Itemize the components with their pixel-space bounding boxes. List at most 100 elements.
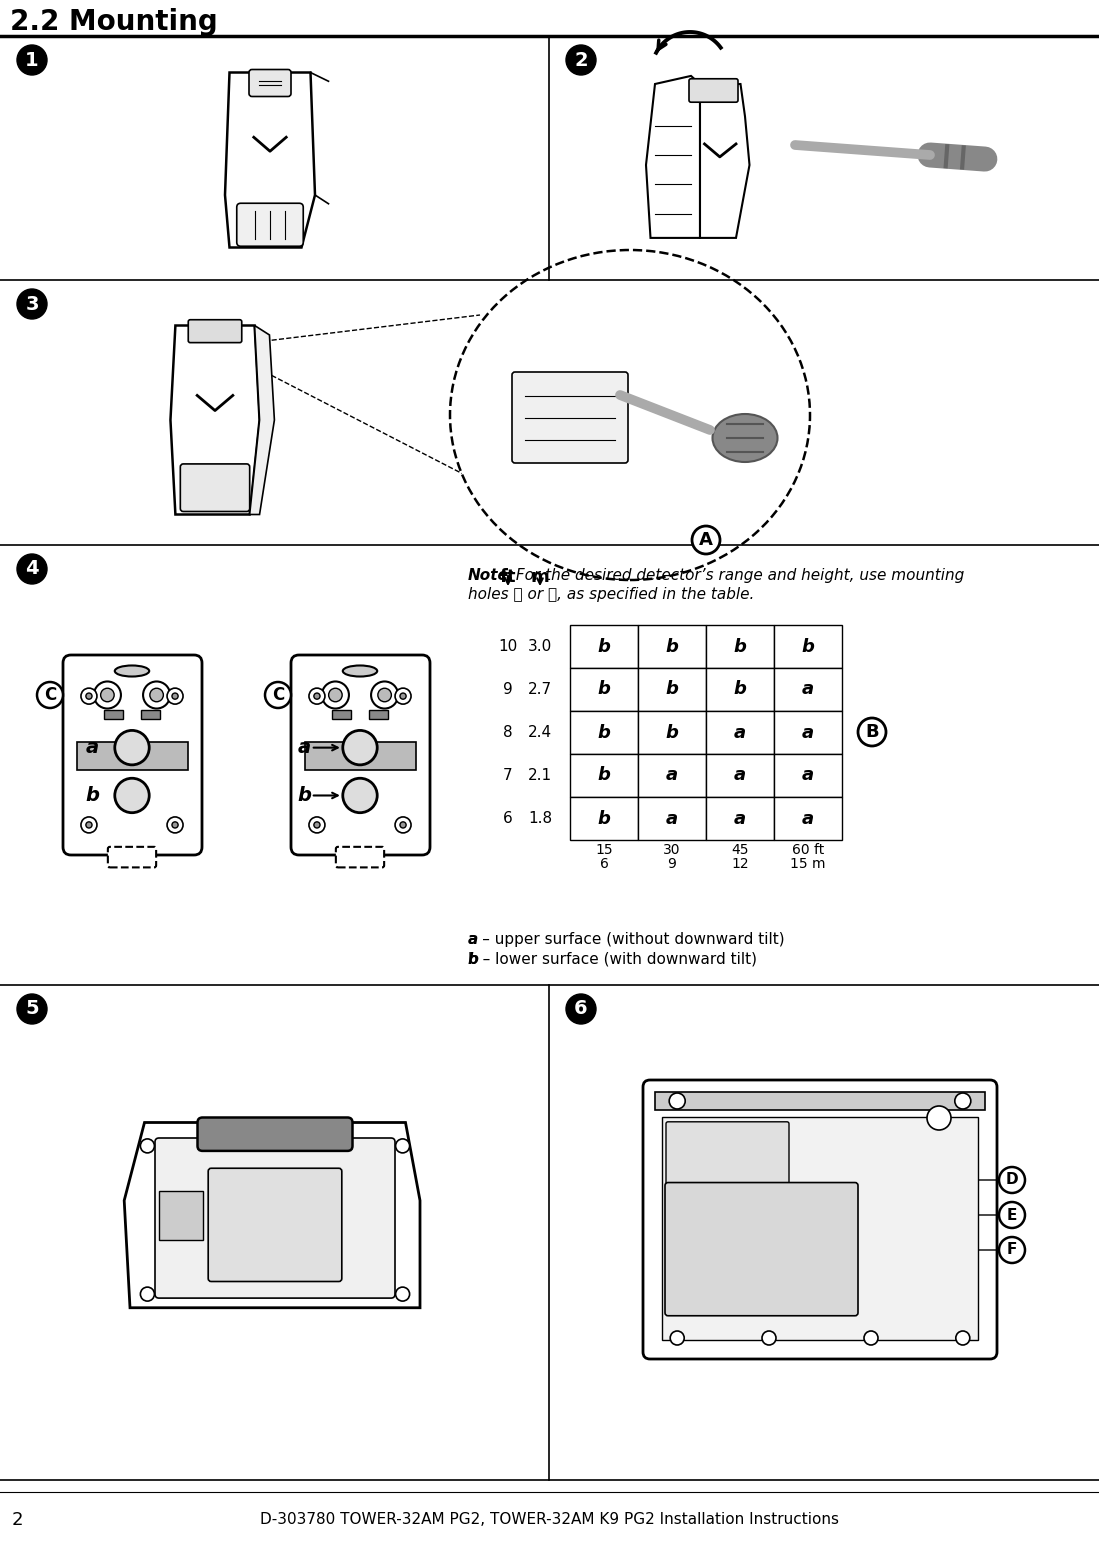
Text: 2.4: 2.4 bbox=[528, 724, 552, 740]
Text: 6: 6 bbox=[503, 811, 513, 827]
Bar bbox=[570, 797, 639, 841]
FancyBboxPatch shape bbox=[198, 1118, 353, 1150]
Bar bbox=[570, 669, 639, 711]
Text: 6: 6 bbox=[600, 858, 609, 872]
Circle shape bbox=[395, 817, 411, 833]
Circle shape bbox=[400, 822, 407, 828]
Text: b: b bbox=[598, 638, 610, 655]
Circle shape bbox=[16, 45, 47, 74]
Text: m: m bbox=[531, 568, 550, 587]
FancyBboxPatch shape bbox=[249, 70, 291, 96]
Text: b: b bbox=[666, 681, 678, 698]
Bar bbox=[142, 711, 159, 718]
Text: 2.2 Mounting: 2.2 Mounting bbox=[10, 8, 218, 36]
FancyBboxPatch shape bbox=[336, 847, 385, 867]
Text: a: a bbox=[802, 766, 814, 785]
Text: b: b bbox=[666, 638, 678, 655]
Text: 5: 5 bbox=[25, 1000, 38, 1019]
Text: 2.7: 2.7 bbox=[528, 683, 552, 697]
Circle shape bbox=[265, 683, 291, 707]
Bar bbox=[662, 1118, 978, 1341]
Bar bbox=[639, 711, 706, 754]
Text: 7: 7 bbox=[503, 768, 513, 783]
Bar bbox=[570, 711, 639, 754]
Bar bbox=[655, 1091, 985, 1110]
Circle shape bbox=[101, 689, 114, 701]
Text: 15 m: 15 m bbox=[790, 858, 825, 872]
Circle shape bbox=[16, 994, 47, 1023]
Circle shape bbox=[343, 779, 377, 813]
FancyBboxPatch shape bbox=[236, 203, 303, 246]
Text: a: a bbox=[734, 723, 746, 741]
Polygon shape bbox=[170, 325, 259, 514]
Text: E: E bbox=[1007, 1207, 1018, 1223]
Ellipse shape bbox=[449, 249, 810, 580]
Circle shape bbox=[37, 683, 63, 707]
Text: 2.1: 2.1 bbox=[528, 768, 552, 783]
Text: b: b bbox=[801, 638, 814, 655]
Text: b: b bbox=[733, 638, 746, 655]
Bar bbox=[369, 711, 388, 718]
FancyBboxPatch shape bbox=[291, 655, 430, 854]
Bar bbox=[77, 741, 188, 769]
Text: D-303780 TOWER-32AM PG2, TOWER-32AM K9 PG2 Installation Instructions: D-303780 TOWER-32AM PG2, TOWER-32AM K9 P… bbox=[260, 1512, 839, 1528]
Text: Note:: Note: bbox=[468, 568, 515, 584]
Text: b: b bbox=[86, 786, 100, 805]
Text: holes Ⓐ or Ⓑ, as specified in the table.: holes Ⓐ or Ⓑ, as specified in the table. bbox=[468, 587, 754, 602]
Circle shape bbox=[309, 817, 325, 833]
Text: 9: 9 bbox=[503, 683, 513, 697]
Text: a: a bbox=[734, 766, 746, 785]
Circle shape bbox=[566, 994, 596, 1023]
Bar bbox=[706, 711, 774, 754]
Text: b: b bbox=[598, 810, 610, 828]
Bar bbox=[639, 754, 706, 797]
Bar bbox=[774, 754, 842, 797]
Bar bbox=[639, 797, 706, 841]
Text: 2: 2 bbox=[12, 1511, 23, 1529]
Text: 6: 6 bbox=[574, 1000, 588, 1019]
Circle shape bbox=[926, 1105, 951, 1130]
Circle shape bbox=[314, 822, 320, 828]
Circle shape bbox=[16, 554, 47, 584]
Text: 15: 15 bbox=[596, 844, 613, 858]
Bar bbox=[706, 669, 774, 711]
Text: F: F bbox=[1007, 1243, 1018, 1257]
Text: 3.0: 3.0 bbox=[528, 639, 552, 653]
Polygon shape bbox=[700, 84, 750, 238]
Circle shape bbox=[114, 731, 149, 765]
Circle shape bbox=[956, 1331, 969, 1345]
Circle shape bbox=[400, 694, 407, 700]
Text: b: b bbox=[666, 723, 678, 741]
Polygon shape bbox=[646, 76, 700, 238]
Ellipse shape bbox=[343, 666, 377, 676]
Text: C: C bbox=[271, 686, 285, 704]
Circle shape bbox=[86, 822, 92, 828]
Circle shape bbox=[999, 1167, 1025, 1194]
Circle shape bbox=[171, 694, 178, 700]
Text: C: C bbox=[44, 686, 56, 704]
Text: a: a bbox=[666, 810, 678, 828]
Text: 12: 12 bbox=[731, 858, 748, 872]
Circle shape bbox=[141, 1286, 154, 1302]
Text: a – upper surface (without downward tilt): a – upper surface (without downward tilt… bbox=[468, 932, 785, 947]
Text: a: a bbox=[802, 723, 814, 741]
Text: 3: 3 bbox=[25, 294, 38, 314]
FancyBboxPatch shape bbox=[63, 655, 202, 854]
Circle shape bbox=[81, 689, 97, 704]
Circle shape bbox=[371, 681, 398, 709]
Circle shape bbox=[955, 1093, 970, 1108]
FancyBboxPatch shape bbox=[665, 1183, 858, 1316]
Circle shape bbox=[762, 1331, 776, 1345]
Bar bbox=[104, 711, 123, 718]
Circle shape bbox=[669, 1093, 685, 1108]
Circle shape bbox=[114, 779, 149, 813]
Circle shape bbox=[395, 689, 411, 704]
Circle shape bbox=[692, 526, 720, 554]
FancyBboxPatch shape bbox=[188, 320, 242, 342]
Text: b: b bbox=[298, 786, 312, 805]
FancyBboxPatch shape bbox=[208, 1169, 342, 1282]
Circle shape bbox=[858, 718, 886, 746]
Circle shape bbox=[999, 1237, 1025, 1263]
Polygon shape bbox=[124, 1122, 420, 1308]
Text: b: b bbox=[733, 681, 746, 698]
